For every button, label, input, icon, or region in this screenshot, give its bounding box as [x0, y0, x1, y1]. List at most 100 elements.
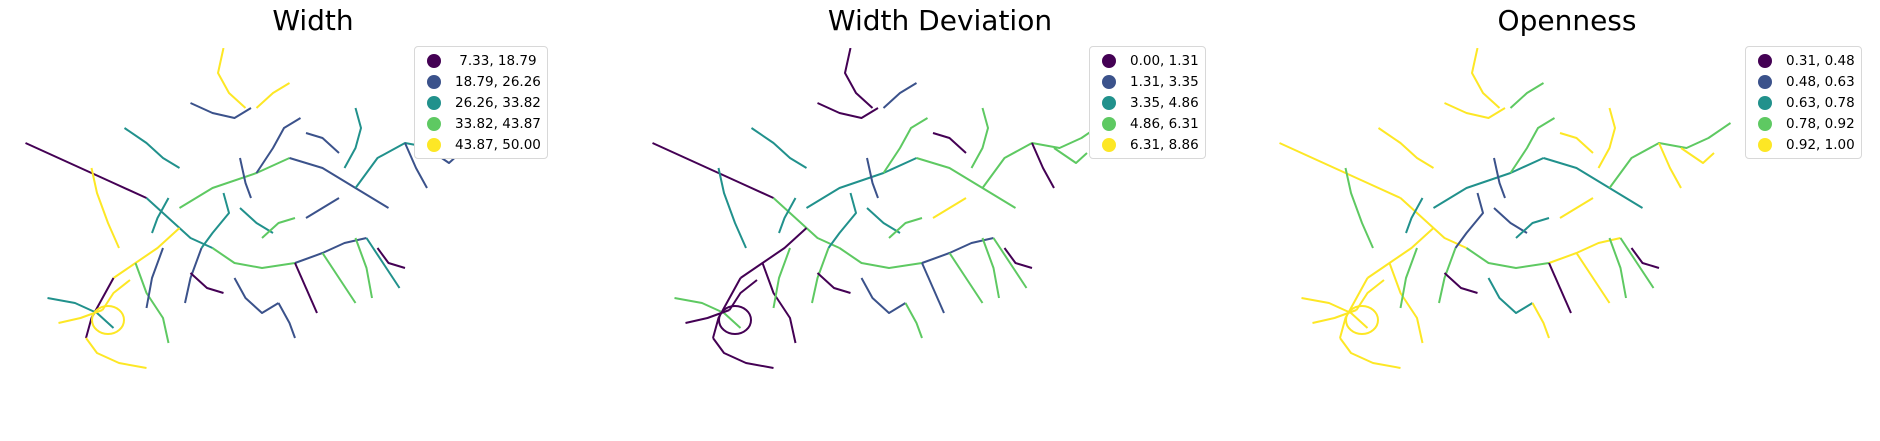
street-segment	[1531, 302, 1550, 339]
legend-marker-icon	[1758, 53, 1772, 68]
street-segment	[261, 217, 296, 239]
street-segment	[255, 82, 291, 109]
legend-marker-icon	[427, 95, 441, 110]
street-segment	[277, 302, 296, 339]
street-segment	[25, 142, 147, 199]
legend-marker-icon	[1102, 116, 1116, 131]
street-segment	[1465, 247, 1550, 269]
street-segment	[217, 48, 247, 109]
street-segment	[712, 277, 742, 339]
street-segment	[1339, 277, 1369, 339]
street-segment	[921, 237, 994, 264]
street-segment	[365, 237, 401, 289]
legend-item: 0.00, 1.31	[1096, 50, 1199, 71]
legend-marker-icon	[1102, 137, 1116, 152]
legend-item: 0.63, 0.78	[1752, 92, 1855, 113]
street-segment	[921, 262, 945, 314]
street-segment	[90, 167, 120, 249]
legend: 7.33, 18.79 18.79, 26.26 26.26, 33.82 33…	[414, 46, 548, 159]
street-segment	[1438, 247, 1457, 304]
street-segment	[1515, 217, 1550, 239]
street-segment	[1487, 277, 1534, 314]
street-network-map	[1279, 48, 1732, 369]
street-segment	[1575, 252, 1611, 304]
street-segment	[866, 157, 879, 199]
street-segment	[321, 252, 357, 304]
street-segment	[970, 107, 989, 169]
street-segment	[1279, 142, 1401, 199]
street-segment	[1680, 147, 1715, 164]
street-segment	[239, 207, 274, 234]
legend-marker-icon	[427, 74, 441, 89]
street-segment	[992, 237, 1028, 289]
street-segment	[888, 217, 923, 239]
street-segment	[1471, 48, 1501, 109]
legend-item: 18.79, 26.26	[421, 71, 541, 92]
legend-item: 0.48, 0.63	[1752, 71, 1855, 92]
street-segment	[750, 127, 808, 169]
street-segment	[739, 227, 808, 279]
street-segment	[652, 142, 774, 199]
map-panel-width-deviation: Width Deviation 0.00, 1.31 1.31, 3.35 3.…	[627, 0, 1253, 441]
legend-item: 0.31, 0.48	[1752, 50, 1855, 71]
street-segment	[1003, 247, 1033, 269]
street-segment	[233, 277, 280, 314]
street-segment	[1548, 262, 1572, 314]
street-segment	[1543, 157, 1644, 209]
street-segment	[305, 132, 340, 154]
street-segment	[1658, 142, 1682, 189]
street-segment	[1344, 167, 1374, 249]
street-segment	[778, 197, 797, 234]
street-segment	[1608, 237, 1627, 299]
street-segment	[289, 157, 390, 209]
street-segment	[85, 337, 147, 369]
street-segment	[1339, 337, 1401, 369]
street-segment	[101, 279, 131, 311]
street-segment	[866, 207, 901, 234]
street-segment	[404, 142, 428, 189]
street-segment	[1301, 297, 1369, 329]
street-segment	[134, 262, 170, 344]
street-segment	[916, 157, 1017, 209]
legend-item: 4.86, 6.31	[1096, 113, 1199, 134]
panel-title: Width	[272, 4, 354, 37]
street-segment	[354, 237, 373, 299]
street-segment	[151, 197, 170, 234]
roundabout-segment	[718, 305, 752, 335]
street-segment	[189, 272, 224, 294]
street-segment	[305, 197, 340, 219]
legend-marker-icon	[427, 137, 441, 152]
street-segment	[1493, 157, 1506, 199]
street-segment	[882, 117, 929, 174]
legend: 0.31, 0.48 0.48, 0.63 0.63, 0.78 0.78, 0…	[1745, 46, 1862, 159]
street-segment	[200, 192, 230, 249]
street-segment	[948, 252, 984, 304]
street-segment	[1399, 247, 1418, 309]
street-segment	[712, 337, 774, 369]
street-segment	[255, 117, 302, 174]
street-segment	[817, 102, 879, 119]
legend-marker-icon	[1758, 116, 1772, 131]
panel-title: Openness	[1497, 4, 1637, 37]
street-segment	[816, 272, 851, 294]
street-segment	[811, 247, 830, 304]
street-segment	[1405, 197, 1424, 234]
street-segment	[1559, 132, 1594, 154]
legend-item: 43.87, 50.00	[421, 134, 541, 155]
legend: 0.00, 1.31 1.31, 3.35 3.35, 4.86 4.86, 6…	[1089, 46, 1206, 159]
street-segment	[123, 127, 181, 169]
street-segment	[932, 132, 967, 154]
legend-marker-icon	[427, 116, 441, 131]
street-segment	[239, 157, 252, 199]
street-segment	[981, 122, 1105, 189]
legend-marker-icon	[1102, 95, 1116, 110]
legend-item: 26.26, 33.82	[421, 92, 541, 113]
street-segment	[1053, 147, 1088, 164]
street-segment	[145, 247, 164, 309]
street-segment	[1432, 157, 1544, 209]
street-segment	[1509, 82, 1545, 109]
legend-item: 0.92, 1.00	[1752, 134, 1855, 155]
street-segment	[1597, 107, 1616, 169]
street-segment	[1355, 279, 1385, 311]
street-segment	[805, 157, 917, 209]
